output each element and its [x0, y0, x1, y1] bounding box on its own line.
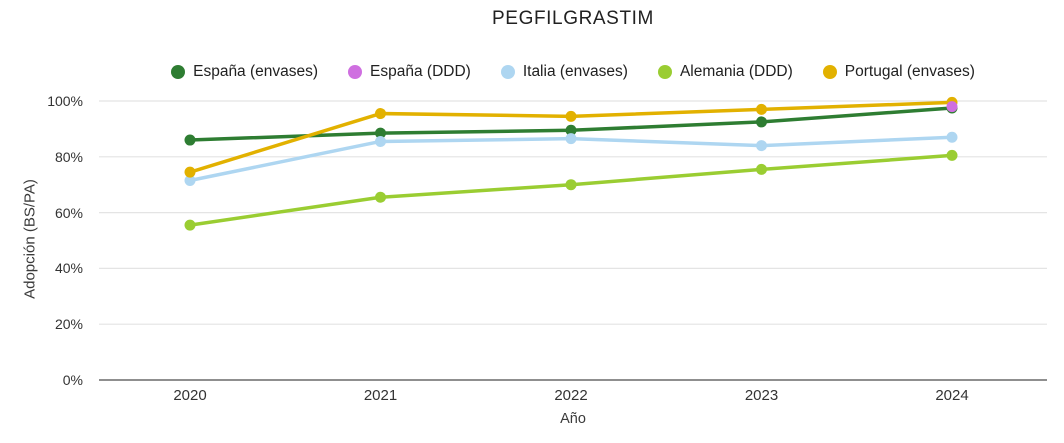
- legend: España (envases) España (DDD) Italia (enva…: [99, 58, 1047, 86]
- x-axis-label: Año: [560, 411, 586, 427]
- legend-dot-icon: [171, 65, 186, 79]
- y-tick-label: 20%: [54, 316, 83, 333]
- y-tick-label: 60%: [54, 204, 83, 221]
- x-tick-label: 2023: [744, 387, 779, 404]
- data-point-espa-a-envases: [756, 116, 767, 128]
- data-point-italia-envases: [375, 135, 386, 147]
- legend-dot-icon: [348, 65, 363, 79]
- data-point-espa-a-envases: [375, 127, 386, 139]
- legend-dot-icon: [822, 65, 837, 79]
- x-tick-label: 2024: [935, 387, 969, 404]
- legend-dot-icon: [500, 65, 515, 79]
- legend-item-espa-a-ddd[interactable]: España (DDD): [348, 63, 471, 81]
- data-point-italia-envases: [756, 140, 767, 152]
- x-tick-label: 2020: [173, 387, 207, 404]
- legend-label: Alemania (DDD): [679, 63, 793, 80]
- data-point-italia-envases: [946, 131, 958, 143]
- data-point-portugal-envases: [184, 166, 196, 178]
- data-point-espa-a-envases: [184, 134, 196, 146]
- data-point-alemania-ddd: [565, 179, 577, 191]
- x-tick-label: 2022: [554, 387, 588, 404]
- legend-item-italia-envases[interactable]: Italia (envases): [500, 63, 628, 81]
- legend-item-alemania-ddd[interactable]: Alemania (DDD): [657, 63, 793, 81]
- data-point-alemania-ddd: [946, 149, 958, 161]
- legend-item-portugal-envases[interactable]: Portugal (envases): [822, 63, 975, 81]
- y-tick-label: 100%: [47, 93, 83, 109]
- data-point-alemania-ddd: [756, 163, 767, 175]
- legend-item-espa-a-envases[interactable]: España (envases): [171, 63, 318, 81]
- legend-label: Portugal (envases): [844, 63, 975, 80]
- data-point-portugal-envases: [375, 108, 386, 120]
- data-point-espa-a-envases: [565, 124, 577, 136]
- legend-dot-icon: [657, 65, 672, 79]
- data-point-alemania-ddd: [184, 219, 196, 231]
- data-point-italia-envases: [565, 133, 577, 145]
- legend-label: España (DDD): [370, 63, 471, 80]
- y-tick-label: 40%: [54, 260, 83, 277]
- data-point-portugal-envases: [565, 110, 577, 122]
- legend-label: Italia (envases): [522, 63, 628, 80]
- data-point-portugal-envases: [756, 103, 767, 115]
- legend-label: España (envases): [193, 63, 319, 80]
- data-point-alemania-ddd: [375, 191, 386, 203]
- series-line-alemania-ddd: [188, 153, 954, 227]
- y-tick-label: 0%: [62, 372, 83, 388]
- x-tick-label: 2021: [363, 387, 398, 404]
- chart-title: PEGFILGRASTIM: [492, 8, 654, 29]
- data-point-espa-a-ddd: [946, 101, 958, 113]
- y-tick-label: 80%: [54, 148, 83, 165]
- data-point-italia-envases: [184, 175, 196, 187]
